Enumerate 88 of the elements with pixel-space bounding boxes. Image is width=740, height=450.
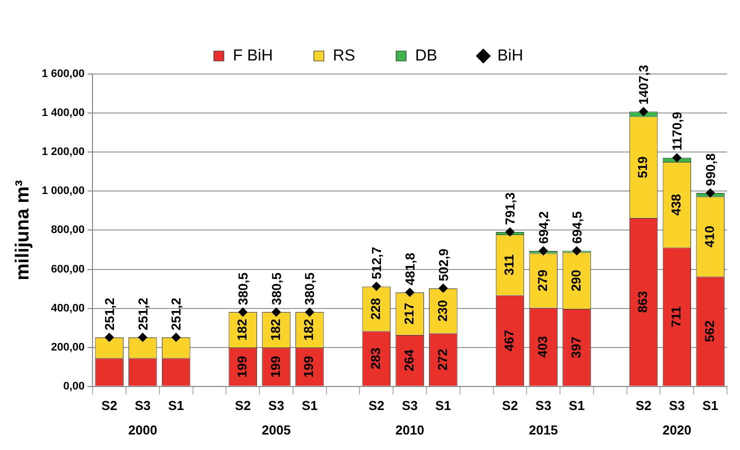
data-label: 264 <box>401 348 416 372</box>
data-label: 711 <box>668 306 684 328</box>
y-tick-label: 0,00 <box>63 380 85 392</box>
x-tick-label: S3 <box>668 398 685 413</box>
point <box>172 332 181 342</box>
data-label: 397 <box>568 336 584 358</box>
y-tick-label: 1 000,00 <box>42 185 85 198</box>
data-label: 502,9 <box>436 248 451 282</box>
text: 2010 <box>395 422 424 438</box>
x-tick-label: S2 <box>368 398 384 413</box>
point <box>572 246 582 256</box>
data-label: 380,5 <box>235 272 250 306</box>
data-label: 1170,9 <box>669 112 684 151</box>
point <box>438 284 448 293</box>
data-label: 467 <box>502 330 517 352</box>
y-tick-label: 600,00 <box>50 263 85 276</box>
data-label: 791,3 <box>502 192 518 225</box>
data-label: 863 <box>635 291 650 313</box>
text: 2020 <box>662 422 692 438</box>
data-label: 251,2 <box>168 298 184 330</box>
x-tick-label: S2 <box>234 398 251 413</box>
point <box>372 282 381 291</box>
y-tick-label: 1 200,00 <box>42 146 85 158</box>
data-label: 311 <box>502 254 517 276</box>
y-tick-label: 1 600,00 <box>42 68 85 80</box>
x-tick-label: S3 <box>134 398 151 413</box>
data-label: 283 <box>368 348 383 370</box>
x-tick-label: S1 <box>302 398 318 413</box>
x-tick-label: S1 <box>435 398 452 413</box>
x-tick-label: S2 <box>502 398 518 413</box>
data-label: 199 <box>268 356 283 378</box>
data-label: 512,7 <box>369 246 384 280</box>
legend-label: F BiH <box>232 47 273 64</box>
data-label: 380,5 <box>268 272 284 306</box>
data-label: 182 <box>301 318 316 341</box>
point <box>138 332 148 342</box>
data-label: 251,2 <box>135 298 150 330</box>
point <box>505 227 514 236</box>
x-tick-label: S3 <box>402 398 418 413</box>
data-label: 410 <box>702 226 717 248</box>
y-tick-label: 1 400,00 <box>42 107 85 120</box>
point <box>104 332 114 342</box>
point <box>272 308 281 317</box>
data-label: 694,5 <box>569 211 584 244</box>
point <box>538 246 548 256</box>
data-label: 228 <box>368 298 383 320</box>
legend-label: BiH <box>497 47 524 64</box>
x-tick-label: S3 <box>535 398 552 413</box>
data-label: 230 <box>434 300 450 322</box>
data-label: 990,8 <box>702 153 718 186</box>
data-label: 272 <box>434 348 450 370</box>
data-label: 694,2 <box>536 211 551 244</box>
point <box>706 188 715 198</box>
data-label: 279 <box>534 270 550 292</box>
data-label: 217 <box>401 302 416 325</box>
data-label: 199 <box>301 356 316 378</box>
y-tick-label: 400,00 <box>50 302 85 314</box>
data-label: 199 <box>234 356 250 378</box>
data-label: 403 <box>534 336 550 358</box>
text: 2015 <box>528 422 558 438</box>
point <box>639 107 648 116</box>
x-tick-label: S1 <box>568 398 585 413</box>
data-label: 380,5 <box>302 272 318 306</box>
text: 2000 <box>128 422 158 438</box>
data-label: 182 <box>234 318 250 341</box>
y-tick-label: 200,00 <box>50 341 85 354</box>
y-tick-label: 800,00 <box>50 224 85 236</box>
x-tick-label: S3 <box>268 398 284 413</box>
x-tick-label: S1 <box>168 398 184 413</box>
legend-label: RS <box>332 47 356 64</box>
point <box>405 288 414 297</box>
x-tick-label: S2 <box>101 398 118 413</box>
legend-label: DB <box>415 47 438 64</box>
data-label: 519 <box>635 156 650 178</box>
data-label: 182 <box>268 318 283 341</box>
data-label: 1407,3 <box>636 64 652 105</box>
data-label: 438 <box>668 194 684 216</box>
text: 2005 <box>262 422 291 438</box>
data-label: 251,2 <box>102 298 117 330</box>
x-tick-label: S2 <box>636 398 652 413</box>
data-label: 290 <box>568 270 584 292</box>
x-tick-label: S1 <box>702 398 718 413</box>
point <box>305 308 314 317</box>
y-axis-title: milijuna m³ <box>12 180 34 280</box>
point <box>672 153 682 162</box>
data-label: 481,8 <box>402 252 418 286</box>
point <box>238 308 248 317</box>
data-label: 562 <box>702 320 717 342</box>
